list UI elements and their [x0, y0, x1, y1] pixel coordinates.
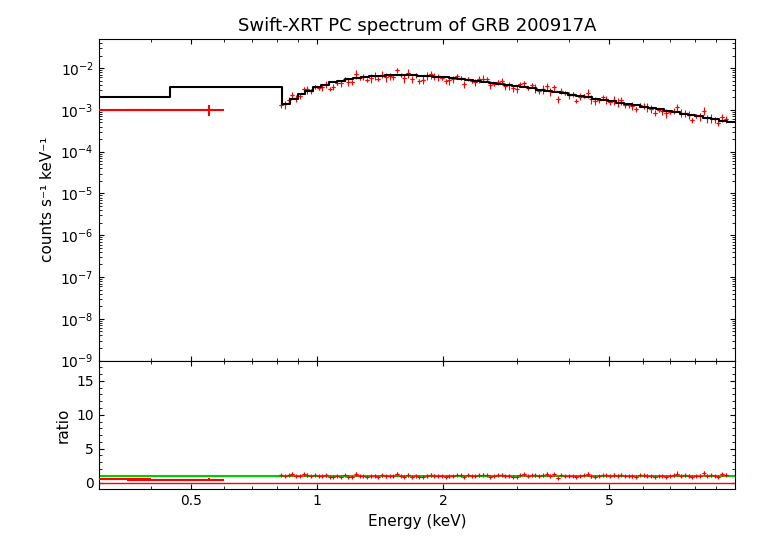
Y-axis label: ratio: ratio: [55, 407, 70, 443]
Y-axis label: counts s⁻¹ keV⁻¹: counts s⁻¹ keV⁻¹: [39, 137, 55, 262]
X-axis label: Energy (keV): Energy (keV): [368, 514, 466, 529]
Text: Swift-XRT PC spectrum of GRB 200917A: Swift-XRT PC spectrum of GRB 200917A: [238, 17, 596, 34]
